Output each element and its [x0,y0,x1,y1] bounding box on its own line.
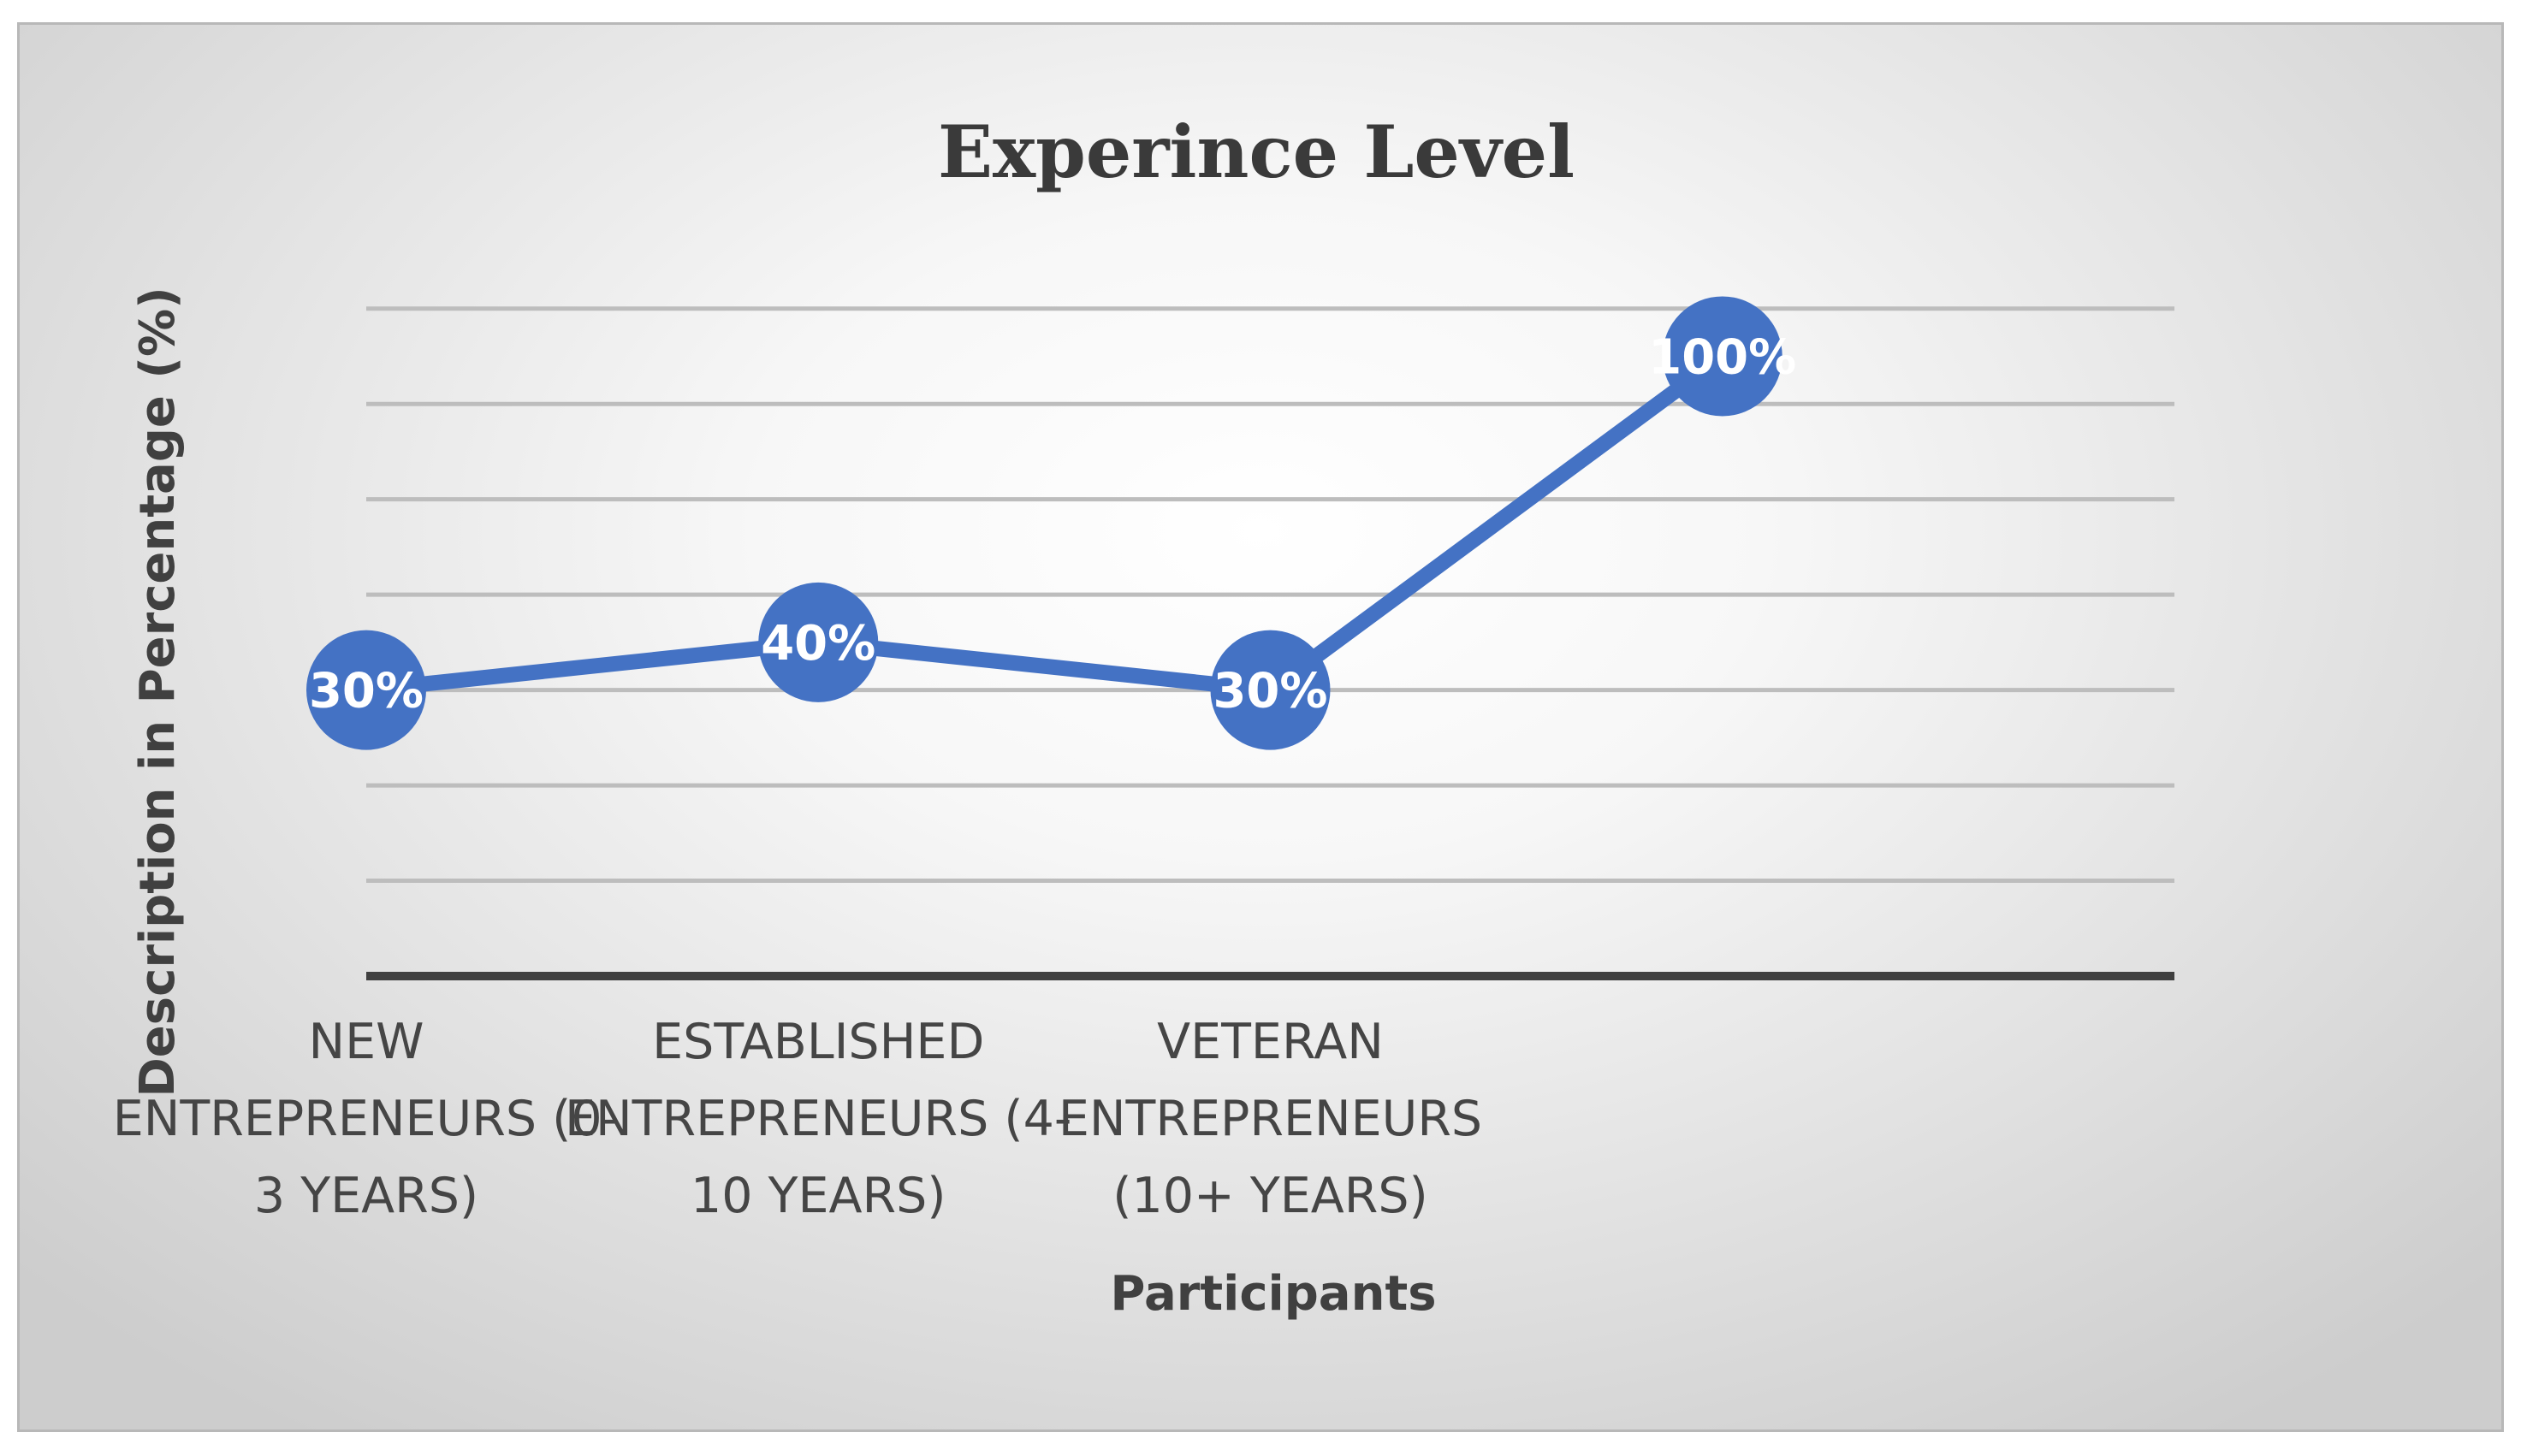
line-chart: 30% 40% 30% 100% NEW ENTREPRENEURS (0-3 YEAR… [113,109,2174,1322]
data-point-marker [1210,630,1331,750]
series-line [359,348,1730,698]
x-axis-tick-labels: NEW ENTREPRENEURS (0-3 YEARS)ESTABLISHED E… [113,1014,1482,1224]
data-markers [306,296,1782,750]
y-axis-title: Description in Percentage (%) [130,287,186,1097]
data-label: 30% [1213,664,1327,719]
data-label: 100% [1648,329,1796,385]
gridlines [366,306,2174,884]
series-experience [359,348,1730,698]
data-point-marker [306,630,426,750]
data-label: 40% [761,616,875,672]
data-point-marker [758,582,879,702]
data-label: 30% [309,664,424,719]
chart-title: Experince Level [938,109,1575,194]
x-tick-label: NEW ENTREPRENEURS (0-3 YEARS) [113,1014,620,1224]
x-tick-label: VETERAN ENTREPRENEURS (10+ YEARS) [1059,1014,1482,1224]
data-point-marker [1662,296,1782,417]
chart-frame: 30% 40% 30% 100% NEW ENTREPRENEURS (0-3 YEAR… [17,22,2504,1432]
x-tick-label: ESTABLISHED ENTREPRENEURS (4-10 YEARS) [565,1014,1071,1224]
x-axis-title: Participants [1110,1266,1436,1322]
data-labels: 30% 40% 30% 100% [309,329,1796,719]
